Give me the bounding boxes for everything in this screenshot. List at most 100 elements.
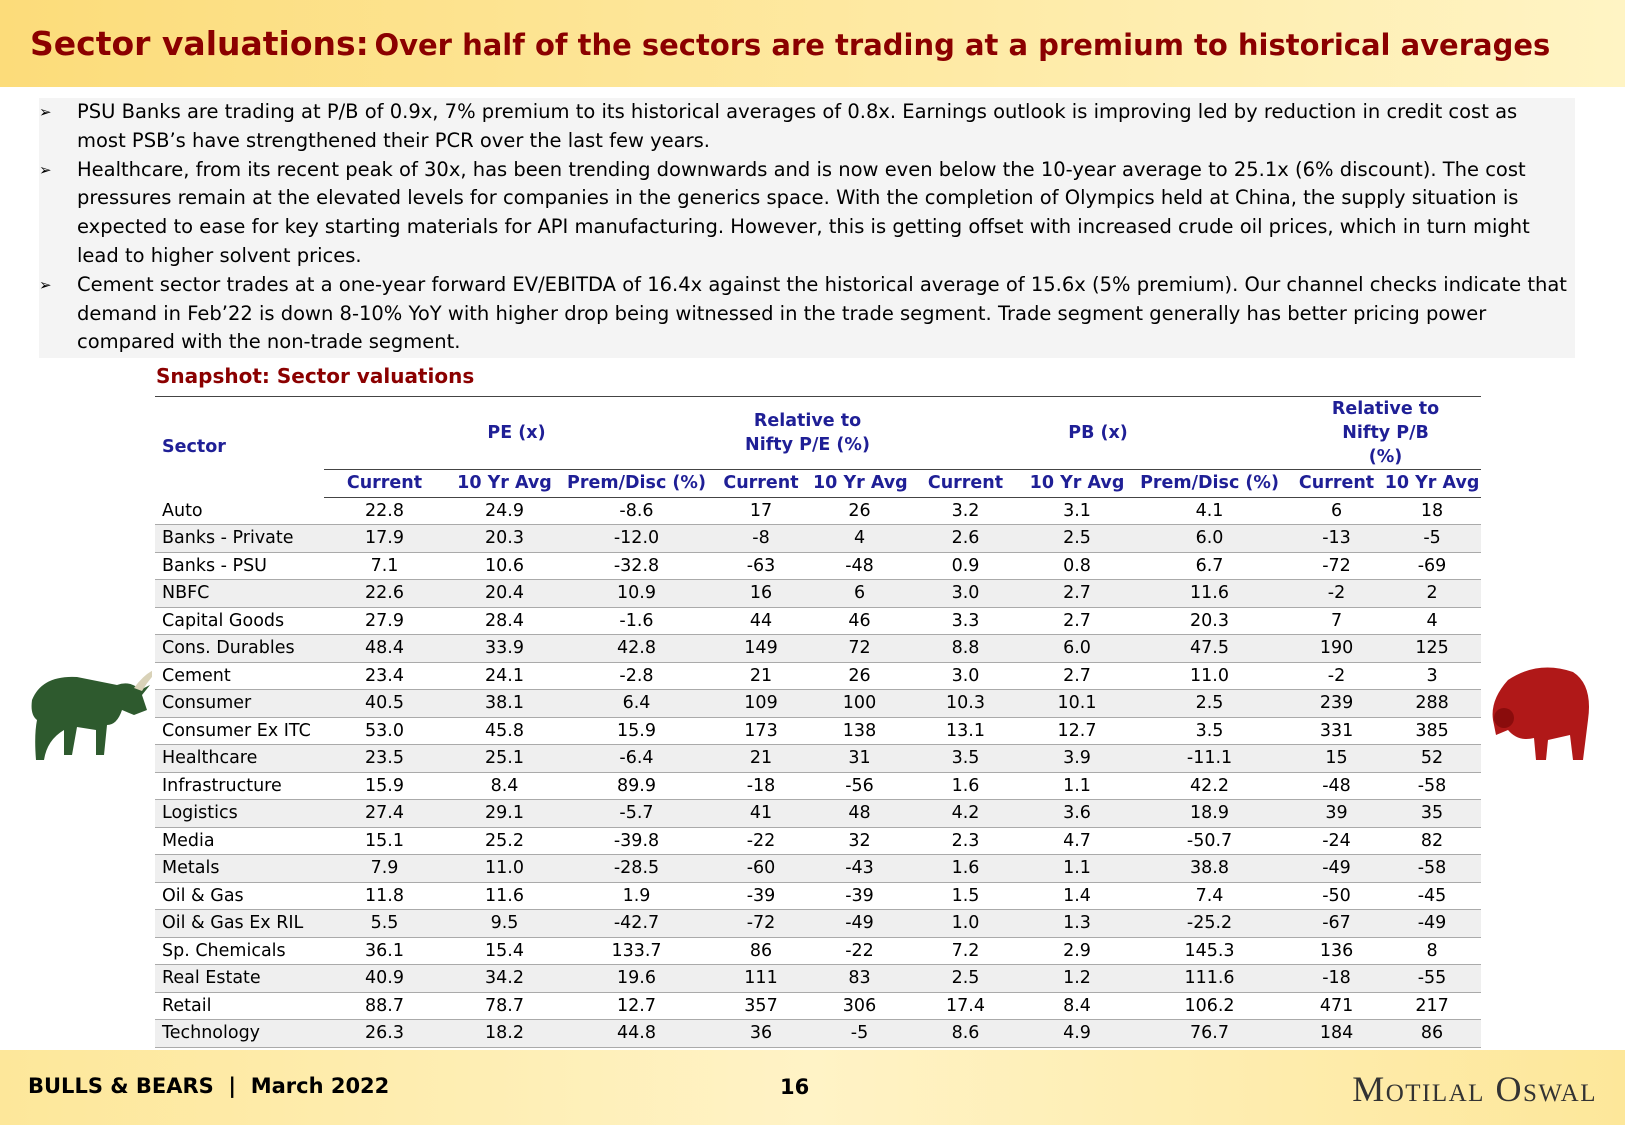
table-cell: 3.3 [906,607,1026,635]
table-cell: 5.5 [324,909,445,938]
table-cell: 28.4 [445,607,564,635]
table-cell: 0.8 [1025,552,1130,580]
table-cell: 17.9 [324,524,445,553]
table-cell: 8 [1383,937,1482,965]
table-cell: 100 [813,689,907,718]
table-cell: 24.1 [445,662,564,690]
table-cell: 18 [1383,497,1482,525]
table-cell: 0.9 [906,552,1026,580]
table-cell: -72 [1290,552,1384,580]
table-cell: -72 [709,909,813,938]
table-cell: 21 [709,662,813,690]
column-header: Current [709,469,813,498]
table-cell: 15.1 [324,827,445,855]
table-cell: 6 [1290,497,1384,525]
table-cell: 25.2 [445,827,564,855]
table-cell: 217 [1383,992,1482,1020]
table-cell: 111 [709,964,813,993]
table-cell: 138 [813,717,907,745]
sector-name: NBFC [155,579,324,608]
column-header: Prem/Disc (%) [1129,469,1291,498]
table-cell: 22.8 [324,497,445,525]
table-cell: 26 [813,662,907,690]
table-cell: 16 [709,579,813,608]
table-cell: 52 [1383,744,1482,773]
sector-name: Cons. Durables [155,634,324,663]
table-cell: -60 [709,854,813,883]
table-row: Consumer Ex ITC 53.0 45.8 15.9 173 138 13.1 12.… [155,717,1482,745]
sector-name: Oil & Gas [155,882,324,910]
table-cell: 11.0 [445,854,564,883]
table-cell: 29.1 [445,799,564,828]
table-cell: 173 [709,717,813,745]
table-cell: -32.8 [564,552,709,580]
title-text: Over half of the sectors are trading at … [374,28,1551,62]
column-header: 10 Yr Avg [1025,469,1130,498]
table-row: NBFC 22.6 20.4 10.9 16 6 3.0 2.7 11.6 -2 2 [155,579,1482,608]
table-cell: -63 [709,552,813,580]
table-cell: 8.6 [906,1019,1026,1048]
table-cell: -39.8 [564,827,709,855]
table-cell: -5 [1383,524,1482,553]
table-cell: 27.4 [324,799,445,828]
table-cell: -11.1 [1129,744,1291,773]
table-cell: -69 [1383,552,1482,580]
sector-name: Oil & Gas Ex RIL [155,909,324,938]
table-cell: -49 [1290,854,1384,883]
table-cell: 20.4 [445,579,564,608]
table-cell: 2.5 [1129,689,1291,718]
table-cell: -2 [1290,579,1384,608]
table-cell: 1.1 [1025,854,1130,883]
table-row: Consumer 40.5 38.1 6.4 109 100 10.3 10.1 2.5 239 2… [155,689,1482,718]
table-row: Oil & Gas Ex RIL 5.5 9.5 -42.7 -72 -49 1.0 1.3-… [155,909,1482,938]
footer-publication: BULLS & BEARS | March 2022 [28,1074,390,1098]
group-header: Relative to Nifty P/E (%) [709,396,907,470]
table-cell: 15.9 [324,772,445,800]
table-cell: 145.3 [1129,937,1291,965]
table-cell: 2.3 [906,827,1026,855]
table-cell: 18.2 [445,1019,564,1048]
table-cell: 3 [1383,662,1482,690]
column-header-row: Current 10 Yr Avg Prem/Disc (%) Current 10 Y… [155,469,1482,498]
table-cell: 3.0 [906,662,1026,690]
table-cell: -39 [709,882,813,910]
table-cell: -1.6 [564,607,709,635]
table-cell: 53.0 [324,717,445,745]
sector-name: Metals [155,854,324,883]
table-cell: 357 [709,992,813,1020]
table-cell: 1.1 [1025,772,1130,800]
table-cell: 17.4 [906,992,1026,1020]
table-cell: -43 [813,854,907,883]
table-cell: 36.1 [324,937,445,965]
sector-name: Retail [155,992,324,1020]
table-cell: 288 [1383,689,1482,718]
group-header: Relative to Nifty P/B (%) [1290,396,1482,470]
table-cell: 25.1 [445,744,564,773]
table-row: Banks - PSU 7.1 10.6 -32.8 -63 -48 0.9 0.8 6.7 -7… [155,552,1482,580]
table-row: Auto 22.8 24.9 -8.6 17 26 3.2 3.1 4.1 6 18 [155,497,1482,525]
table-cell: 2.6 [906,524,1026,553]
table-cell: -22 [813,937,907,965]
sector-name: Banks - Private [155,524,324,553]
table-cell: 7.4 [1129,882,1291,910]
sector-name: Capital Goods [155,607,324,635]
group-header: PB (x) [906,396,1291,470]
table-cell: -2 [1290,662,1384,690]
table-cell: 2.7 [1025,662,1130,690]
table-row: Sp. Chemicals 36.1 15.4 133.7 86 -22 7.2 2.9 145… [155,937,1482,965]
table-cell: 1.4 [1025,882,1130,910]
sector-name: Media [155,827,324,855]
table-cell: 6 [813,579,907,608]
table-cell: 44 [709,607,813,635]
header: Sector valuations: Over half of the sect… [0,0,1625,87]
table-body: Auto 22.8 24.9 -8.6 17 26 3.2 3.1 4.1 6 18 Banks - … [155,497,1482,1075]
sector-name: Sp. Chemicals [155,937,324,965]
table-cell: 6.0 [1025,634,1130,663]
table-cell: 34.2 [445,964,564,993]
table-cell: -48 [813,552,907,580]
column-header: Current [324,469,445,498]
table-cell: 10.3 [906,689,1026,718]
table-cell: 10.1 [1025,689,1130,718]
bear-icon [1492,667,1589,760]
